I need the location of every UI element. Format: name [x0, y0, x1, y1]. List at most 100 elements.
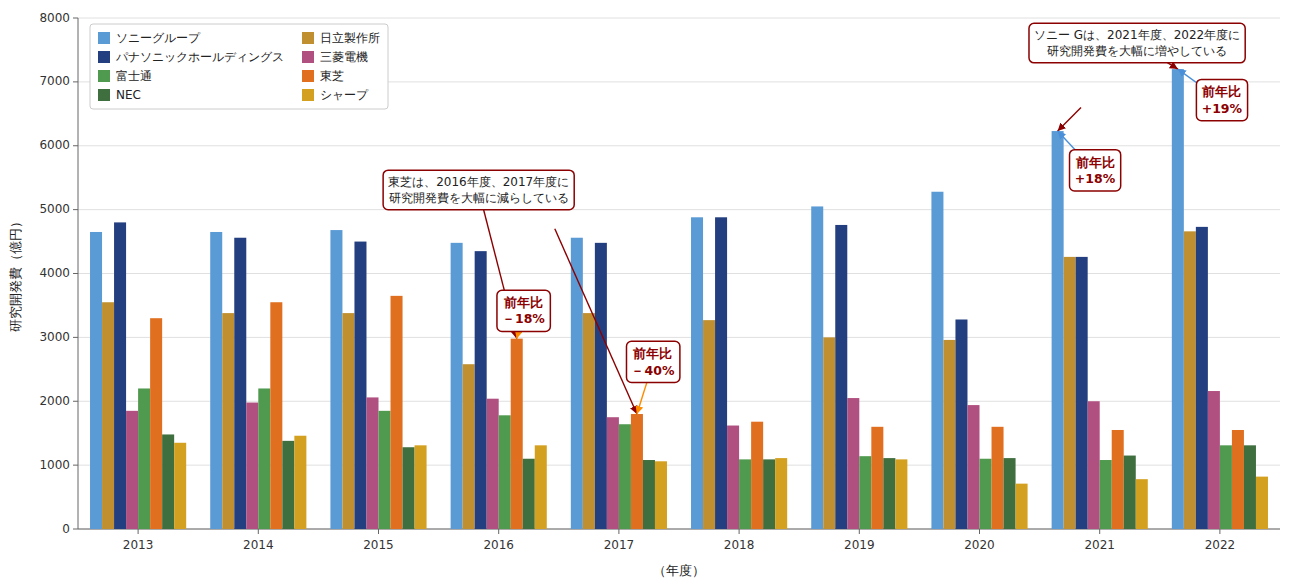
- x-tick-label: 2014: [243, 538, 274, 552]
- annotation-line: 前年比: [503, 295, 543, 310]
- annotation-arrow: [1058, 107, 1081, 131]
- legend-item: ソニーグループ: [98, 31, 201, 45]
- legend-swatch: [98, 32, 110, 44]
- y-tick: [73, 529, 78, 530]
- y-tick: [73, 209, 78, 210]
- legend-label: 東芝: [320, 69, 344, 83]
- bar: [1112, 430, 1124, 529]
- bar: [1136, 479, 1148, 529]
- annotation-line: +19%: [1202, 101, 1243, 116]
- annotation-line: 前年比: [1201, 84, 1241, 99]
- bar: [342, 313, 354, 529]
- grid: [78, 18, 1280, 529]
- bar: [475, 251, 487, 529]
- bar: [1100, 460, 1112, 529]
- legend-item: NEC: [98, 88, 141, 102]
- y-tick: [73, 337, 78, 338]
- annotation-line: －18%: [502, 311, 545, 326]
- x-tick-label: 2017: [604, 538, 635, 552]
- grid-line: [78, 209, 1280, 210]
- bar: [1244, 445, 1256, 529]
- annotation: 前年比 +19%: [1201, 84, 1242, 115]
- bar: [90, 232, 102, 529]
- bar: [162, 434, 174, 529]
- grid-line: [78, 273, 1280, 274]
- bar: [126, 411, 138, 529]
- bar: [1088, 401, 1100, 529]
- x-tick-label: 2018: [724, 538, 755, 552]
- legend-label: ソニーグループ: [116, 31, 201, 45]
- bar: [1220, 445, 1232, 529]
- bar: [354, 242, 366, 529]
- bar: [835, 225, 847, 529]
- annotation-line: 研究開発費を大幅に減らしている: [389, 191, 569, 205]
- y-axis-line: [78, 18, 79, 529]
- bar: [1232, 430, 1244, 529]
- legend-item: パナソニックホールディングス: [98, 50, 284, 64]
- x-tick: [979, 529, 980, 534]
- grid-line: [78, 145, 1280, 146]
- bar: [751, 422, 763, 529]
- y-tick: [73, 465, 78, 466]
- bar: [1064, 257, 1076, 529]
- bar: [234, 238, 246, 529]
- x-tick-label: 2013: [123, 538, 154, 552]
- annotations: 東芝は、2016年度、2017年度に研究開発費を大幅に減らしている前年比－18%…: [383, 23, 1247, 382]
- annotation: 前年比－40%: [631, 346, 674, 377]
- bar: [955, 319, 967, 529]
- annotation-line: 前年比: [1075, 155, 1115, 170]
- bar: [330, 230, 342, 529]
- legend-item: 日立製作所: [302, 31, 380, 45]
- x-tick: [1219, 529, 1220, 534]
- legend-swatch: [302, 70, 314, 82]
- x-tick: [498, 529, 499, 534]
- legend-swatch: [98, 51, 110, 63]
- annotation-line: 前年比: [632, 346, 672, 361]
- bar: [1196, 227, 1208, 529]
- annotation-arrow: [555, 229, 637, 414]
- y-tick-label: 3000: [39, 330, 70, 344]
- bar: [895, 459, 907, 529]
- annotation-line: 東芝は、2016年度、2017年度に: [388, 175, 569, 189]
- x-tick: [258, 529, 259, 534]
- legend-item: 富士通: [98, 69, 152, 83]
- bar: [138, 388, 150, 529]
- bar: [727, 426, 739, 529]
- bar: [775, 458, 787, 529]
- annotation: 前年比－18%: [502, 295, 545, 326]
- bar: [715, 217, 727, 529]
- annotation-arrows: [479, 44, 1222, 414]
- bar: [703, 320, 715, 529]
- y-tick-label: 8000: [39, 11, 70, 25]
- bar: [619, 424, 631, 529]
- bar: [379, 411, 391, 529]
- x-tick: [378, 529, 379, 534]
- y-tick-label: 5000: [39, 202, 70, 216]
- y-tick-label: 7000: [39, 74, 70, 88]
- bar: [222, 313, 234, 529]
- bar: [847, 398, 859, 529]
- annotation-line: +18%: [1075, 171, 1116, 186]
- legend-item: 三菱電機: [302, 50, 368, 64]
- y-tick-label: 0: [62, 522, 70, 536]
- bar: [691, 217, 703, 529]
- annotation-box: [383, 170, 574, 210]
- x-tick: [1099, 529, 1100, 534]
- annotation-box: [497, 290, 550, 331]
- bar: [114, 222, 126, 529]
- bar: [859, 456, 871, 529]
- bar: [270, 302, 282, 529]
- legend-swatch: [98, 70, 110, 82]
- y-tick-label: 4000: [39, 266, 70, 280]
- bar: [102, 302, 114, 529]
- bar: [739, 459, 751, 529]
- y-tick-label: 6000: [39, 138, 70, 152]
- x-tick-label: 2021: [1084, 538, 1115, 552]
- bar: [451, 243, 463, 529]
- bar: [643, 460, 655, 529]
- x-axis-label: （年度）: [653, 563, 705, 578]
- bar: [210, 232, 222, 529]
- x-tick-label: 2020: [964, 538, 995, 552]
- bar: [499, 415, 511, 529]
- x-tick: [618, 529, 619, 534]
